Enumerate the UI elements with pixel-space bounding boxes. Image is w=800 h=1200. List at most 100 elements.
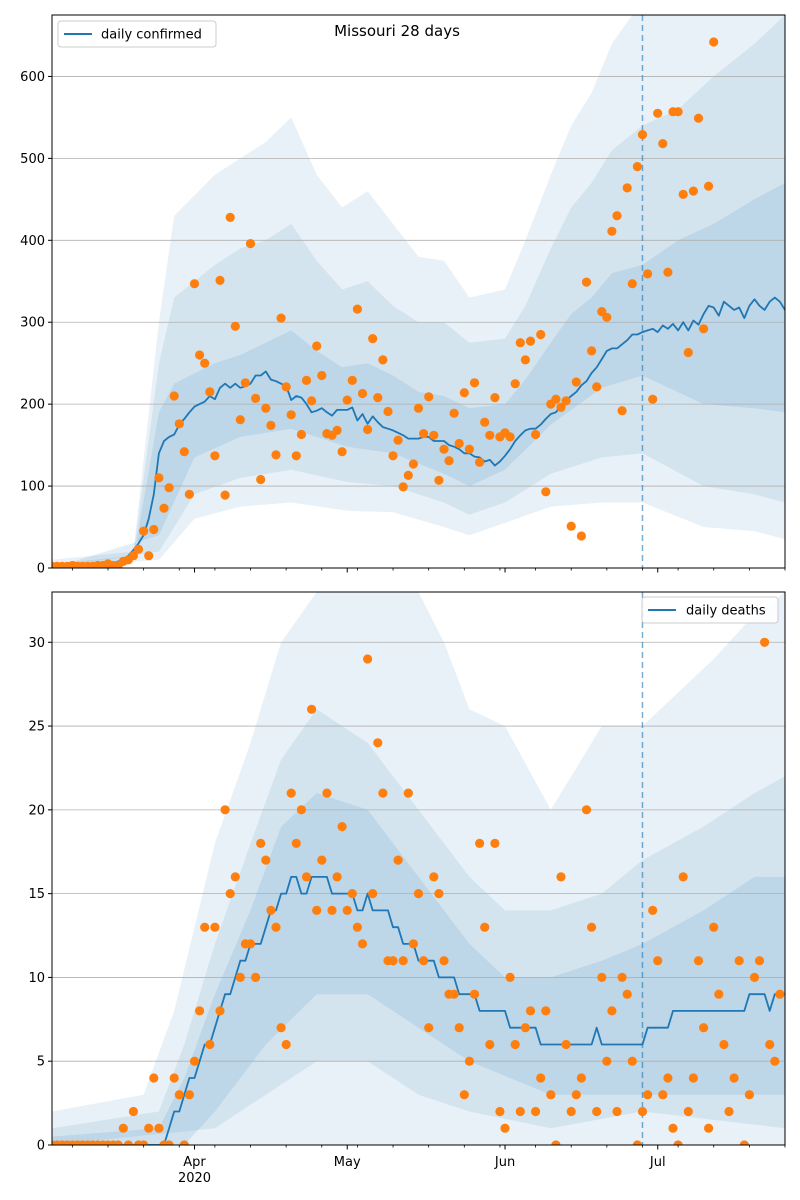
data-point — [256, 474, 266, 485]
data-point — [174, 419, 184, 429]
data-point — [169, 1073, 179, 1083]
data-point — [485, 430, 495, 440]
data-point — [699, 1023, 709, 1033]
data-point — [195, 350, 205, 360]
data-point — [195, 1006, 205, 1016]
data-point — [210, 922, 220, 932]
data-point — [230, 872, 240, 882]
data-point — [337, 447, 347, 457]
y-tick-label: 500 — [20, 152, 45, 167]
data-point — [770, 1056, 780, 1066]
data-point — [113, 1140, 123, 1145]
y-tick-label: 5 — [37, 1055, 45, 1070]
data-point — [332, 425, 342, 435]
data-point — [118, 1123, 128, 1133]
data-point — [266, 905, 276, 916]
data-point — [347, 889, 357, 899]
data-point — [520, 1023, 531, 1033]
data-point — [332, 872, 342, 882]
axes-frame — [51, 14, 786, 569]
data-point — [251, 972, 261, 983]
data-point — [536, 329, 546, 340]
data-point — [648, 394, 658, 404]
data-point — [571, 1090, 581, 1100]
data-point — [510, 1039, 520, 1050]
data-point — [403, 788, 413, 798]
x-tick-label: Apr — [183, 1155, 206, 1170]
y-tick-label: 400 — [20, 234, 45, 249]
data-point — [291, 451, 301, 461]
data-point — [668, 1123, 678, 1133]
data-point — [261, 855, 271, 865]
data-point — [622, 183, 632, 193]
data-point — [307, 396, 317, 406]
data-point — [643, 1090, 653, 1100]
data-point — [128, 1106, 138, 1117]
data-point — [337, 822, 347, 832]
data-point — [144, 551, 154, 561]
data-point — [210, 451, 220, 461]
data-point — [648, 905, 658, 916]
data-point — [215, 275, 225, 285]
data-point — [464, 1056, 474, 1066]
data-point — [352, 304, 362, 314]
data-point — [693, 956, 704, 966]
data-point — [617, 972, 627, 983]
data-point — [200, 358, 210, 368]
uncertainty-band — [52, 592, 785, 1145]
data-point — [312, 905, 322, 916]
data-point — [159, 503, 169, 513]
data-point — [673, 107, 683, 117]
data-point — [622, 989, 632, 999]
data-point — [393, 435, 403, 445]
legend-box — [641, 596, 779, 624]
data-point — [225, 889, 235, 899]
data-point — [408, 459, 418, 469]
deaths-points — [52, 637, 785, 1145]
y-tick-label: 600 — [20, 70, 45, 85]
confirmed-y-ticks: 0 100 200 300 400 500 600 — [20, 70, 52, 577]
data-point — [149, 524, 159, 535]
data-point — [505, 432, 515, 442]
confirmed-bands — [52, 15, 785, 568]
data-point — [739, 1140, 749, 1145]
data-point — [245, 239, 256, 249]
data-point — [215, 1006, 225, 1016]
data-point — [179, 1140, 189, 1145]
data-point — [164, 1140, 174, 1145]
data-point — [587, 346, 597, 356]
data-point — [357, 939, 368, 949]
data-point — [189, 279, 200, 289]
data-point — [632, 162, 643, 172]
data-point — [525, 1006, 536, 1016]
confirmed-gridlines — [52, 76, 785, 487]
data-point — [612, 1106, 622, 1117]
data-point — [271, 450, 281, 460]
data-point — [368, 889, 378, 899]
data-point — [469, 378, 480, 388]
data-point — [581, 277, 592, 287]
data-point — [281, 1039, 291, 1050]
data-point — [500, 1123, 510, 1133]
data-point — [139, 526, 149, 536]
data-point — [352, 922, 362, 932]
data-point — [576, 1073, 587, 1083]
y-tick-label: 200 — [20, 398, 45, 413]
data-point — [240, 378, 250, 388]
data-point — [704, 1123, 714, 1133]
confirmed-panel: 0 100 200 300 400 500 600 Missouri 28 days dai… — [20, 14, 786, 577]
confirmed-x-ticks — [71, 568, 786, 573]
data-point — [749, 972, 760, 983]
data-point — [373, 738, 383, 748]
series-line — [52, 876, 785, 1145]
deaths-axes-frame — [51, 591, 786, 1146]
data-point — [658, 139, 668, 149]
data-point — [307, 704, 317, 714]
y-tick-label: 0 — [37, 562, 45, 577]
legend-label: daily confirmed — [101, 28, 202, 43]
data-point — [301, 375, 312, 385]
data-point — [368, 334, 378, 344]
data-point — [627, 279, 637, 289]
data-point — [342, 905, 352, 916]
